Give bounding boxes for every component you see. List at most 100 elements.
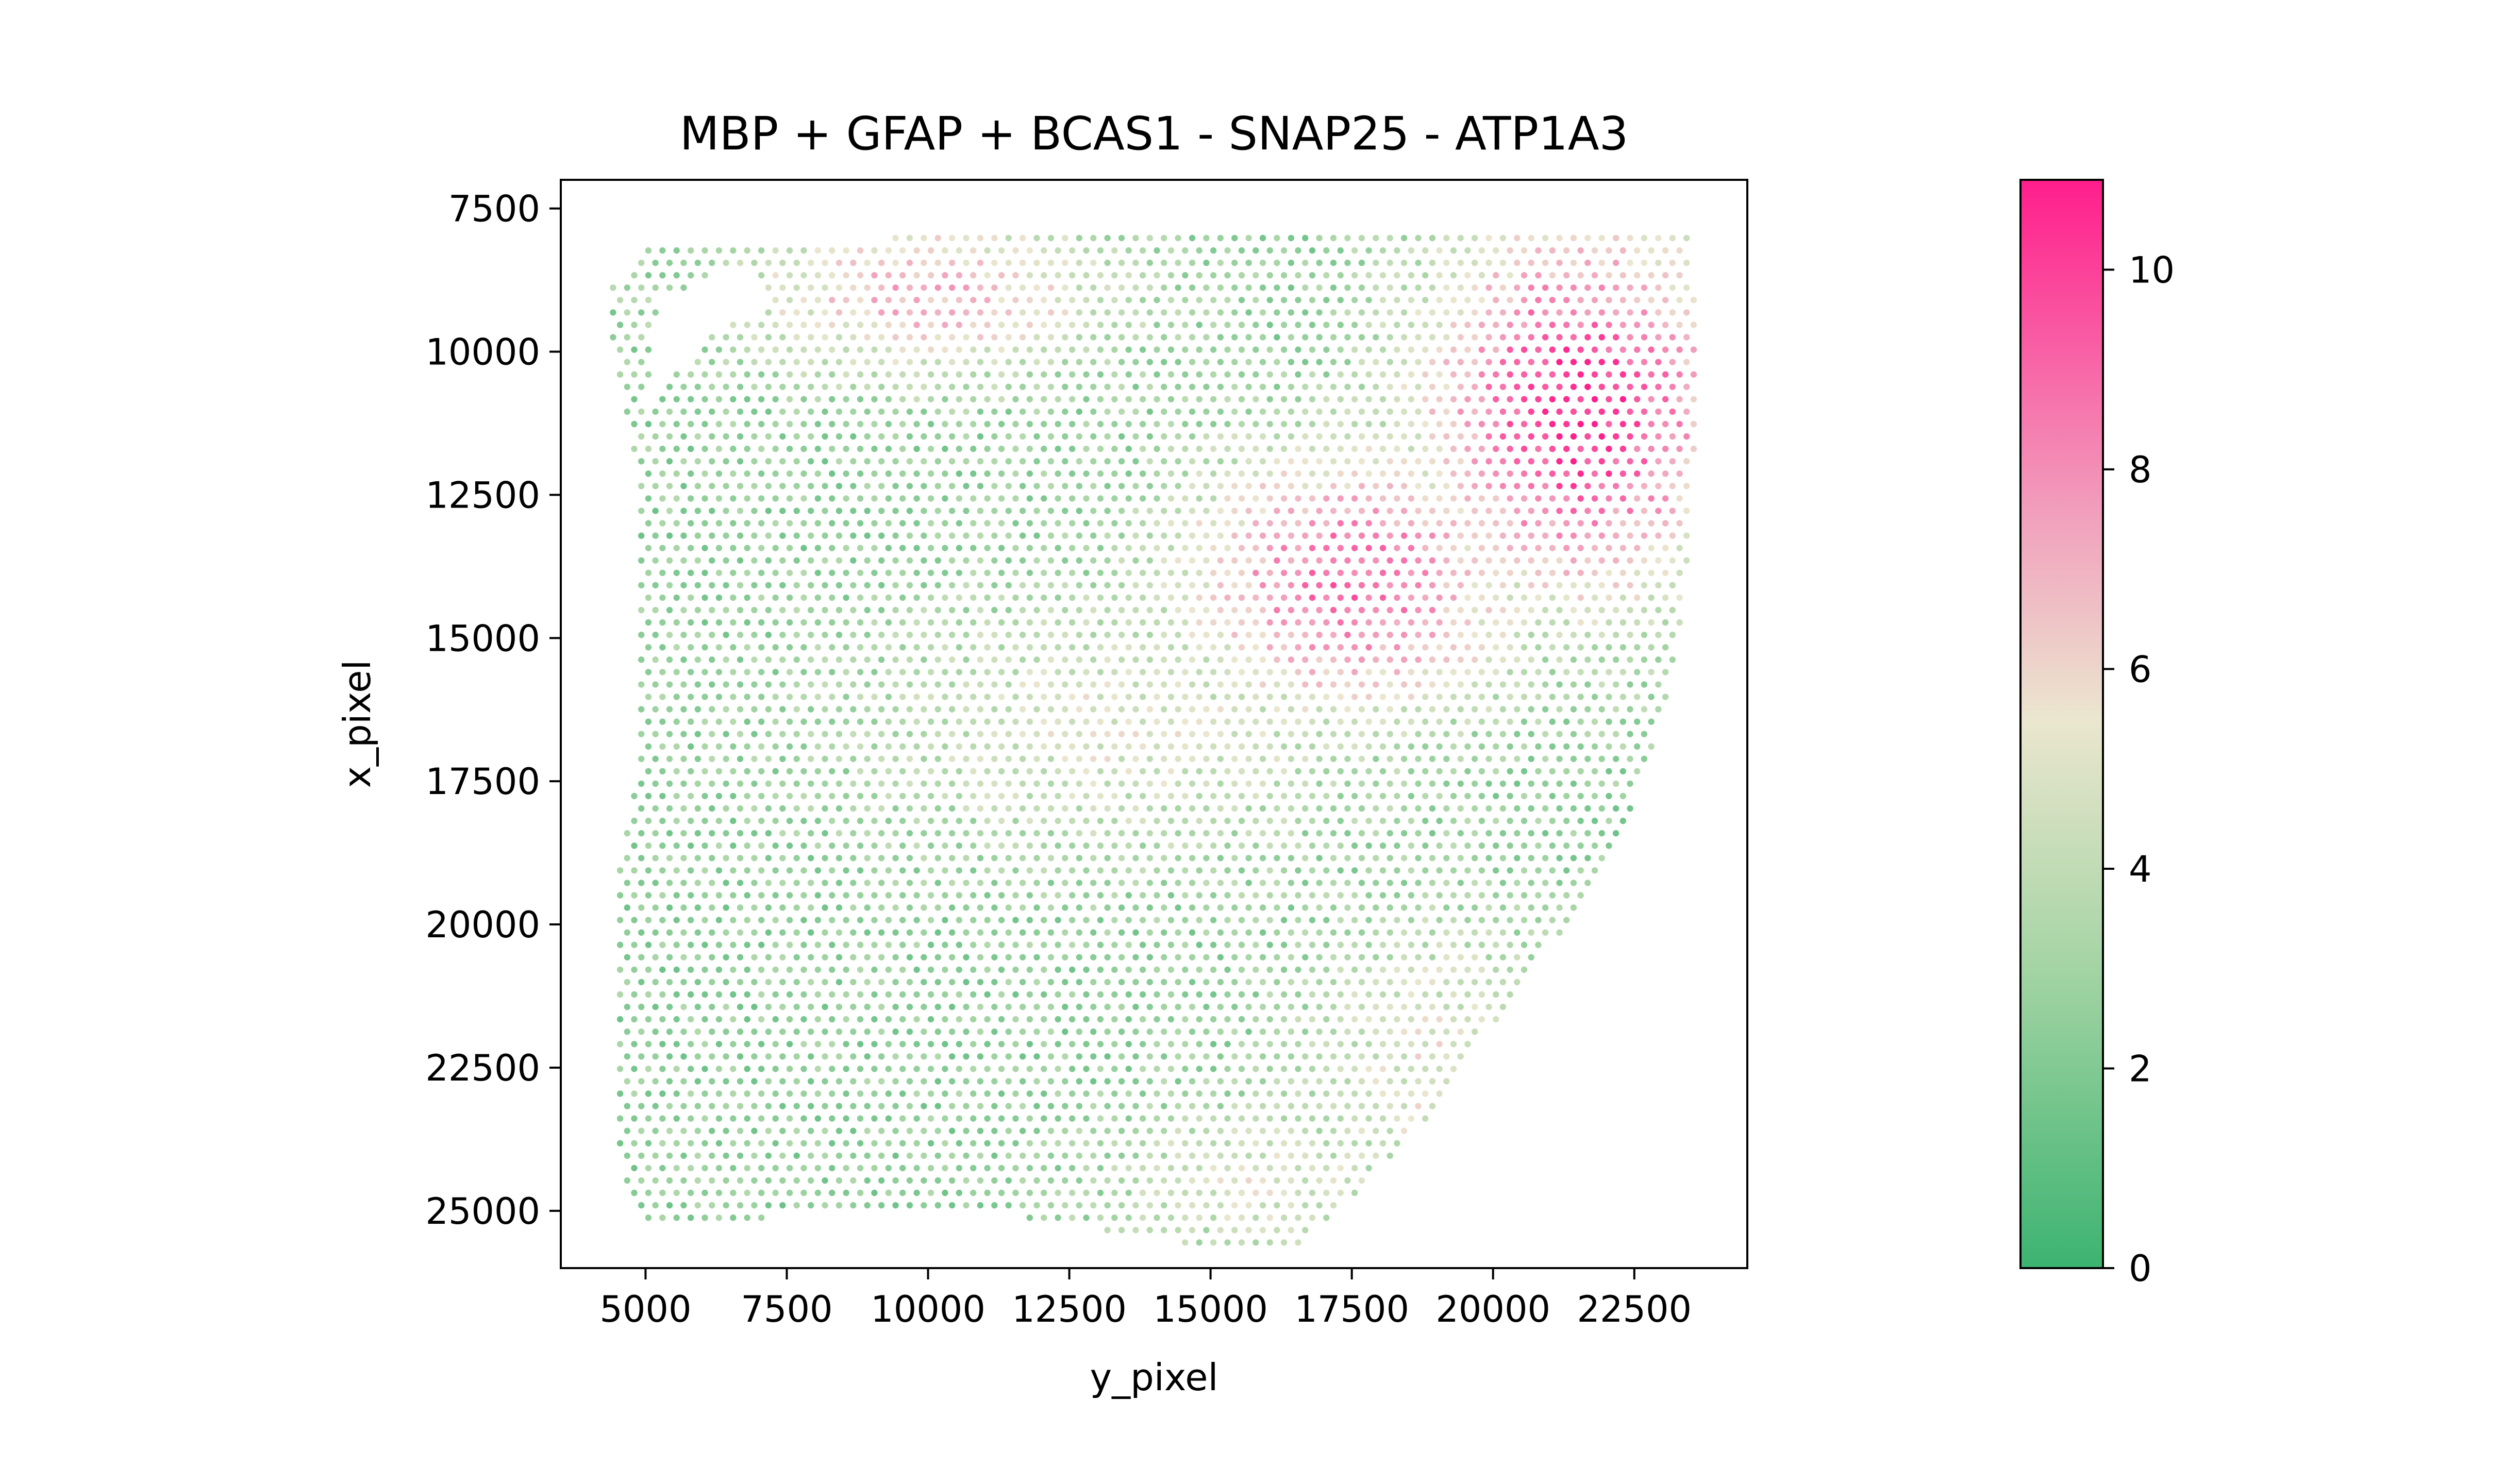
scatter-point (1068, 371, 1076, 378)
scatter-point (1648, 718, 1655, 725)
scatter-point (1493, 792, 1499, 800)
scatter-point (864, 483, 871, 490)
scatter-point (1344, 681, 1351, 688)
scatter-point (913, 396, 920, 402)
scatter-point (758, 644, 765, 651)
scatter-point (977, 954, 984, 961)
scatter-point (1493, 817, 1499, 824)
scatter-point (1203, 309, 1210, 316)
scatter-point (1231, 433, 1238, 440)
scatter-point (1068, 743, 1076, 750)
scatter-point (1549, 917, 1556, 923)
scatter-point (1012, 694, 1019, 700)
scatter-point (1274, 681, 1280, 688)
scatter-point (814, 644, 822, 651)
scatter-point (1309, 1016, 1316, 1023)
scatter-point (1203, 383, 1210, 390)
scatter-point (1619, 346, 1626, 353)
scatter-point (1577, 569, 1584, 577)
scatter-point (814, 817, 822, 824)
scatter-point (1323, 966, 1330, 973)
scatter-point (977, 557, 984, 564)
scatter-point (913, 1016, 920, 1023)
scatter-point (1288, 954, 1294, 961)
scatter-point (1274, 234, 1280, 242)
scatter-point (1464, 867, 1471, 874)
scatter-point (1132, 731, 1139, 737)
scatter-point (906, 1003, 913, 1010)
scatter-point (1577, 495, 1584, 502)
scatter-point (1217, 1003, 1224, 1010)
scatter-point (857, 941, 864, 948)
scatter-point (1005, 805, 1012, 812)
scatter-point (1097, 644, 1104, 651)
scatter-point (1648, 669, 1655, 676)
scatter-point (970, 520, 977, 527)
scatter-point (1415, 1053, 1422, 1060)
scatter-point (885, 371, 892, 378)
scatter-point (624, 1028, 631, 1035)
scatter-point (645, 917, 652, 923)
scatter-point (885, 1066, 892, 1072)
scatter-point (906, 234, 913, 242)
scatter-point (956, 743, 963, 750)
scatter-point (1612, 731, 1619, 737)
scatter-point (1196, 1041, 1203, 1048)
scatter-point (1429, 954, 1436, 961)
scatter-point (921, 557, 927, 564)
scatter-point (1535, 842, 1542, 849)
scatter-point (1408, 694, 1414, 700)
scatter-point (1055, 1016, 1061, 1023)
scatter-point (885, 718, 892, 725)
scatter-point (807, 259, 814, 266)
scatter-point (913, 1041, 920, 1048)
scatter-point (850, 1103, 857, 1109)
scatter-point (1415, 656, 1422, 663)
scatter-point (1598, 805, 1605, 812)
scatter-point (1224, 322, 1231, 328)
scatter-point (1161, 1028, 1167, 1035)
scatter-point (779, 830, 786, 837)
scatter-point (1295, 1041, 1301, 1048)
scatter-point (1464, 445, 1471, 452)
scatter-point (1217, 755, 1224, 763)
scatter-point (1295, 297, 1301, 303)
scatter-point (1556, 334, 1563, 341)
scatter-point (934, 1078, 941, 1085)
scatter-point (1210, 991, 1217, 998)
scatter-point (1146, 904, 1153, 911)
scatter-point (1196, 743, 1203, 750)
scatter-point (1351, 669, 1358, 676)
scatter-point (892, 1003, 899, 1010)
scatter-point (1662, 470, 1669, 477)
scatter-point (1196, 792, 1203, 800)
scatter-point (1146, 954, 1153, 961)
scatter-point (1337, 322, 1344, 328)
scatter-point (638, 805, 645, 812)
scatter-point (1083, 470, 1090, 477)
scatter-point (1125, 768, 1132, 775)
scatter-point (1351, 1016, 1358, 1023)
scatter-point (730, 917, 737, 923)
scatter-point (1288, 483, 1294, 490)
scatter-point (1521, 545, 1528, 551)
scatter-point (1238, 396, 1245, 402)
scatter-point (1033, 606, 1040, 614)
scatter-point (1076, 433, 1082, 440)
scatter-point (1436, 644, 1443, 651)
scatter-point (1274, 979, 1280, 986)
scatter-point (772, 892, 779, 899)
scatter-point (1563, 371, 1570, 378)
scatter-point (1090, 383, 1097, 390)
scatter-point (786, 594, 793, 601)
scatter-point (1259, 309, 1266, 316)
scatter-point (715, 867, 723, 874)
scatter-point (1330, 1078, 1337, 1085)
scatter-point (807, 706, 814, 713)
scatter-point (1598, 830, 1605, 837)
scatter-point (1662, 371, 1669, 378)
scatter-point (779, 656, 786, 663)
scatter-point (1217, 458, 1224, 465)
scatter-point (1288, 706, 1294, 713)
scatter-point (1125, 917, 1132, 923)
